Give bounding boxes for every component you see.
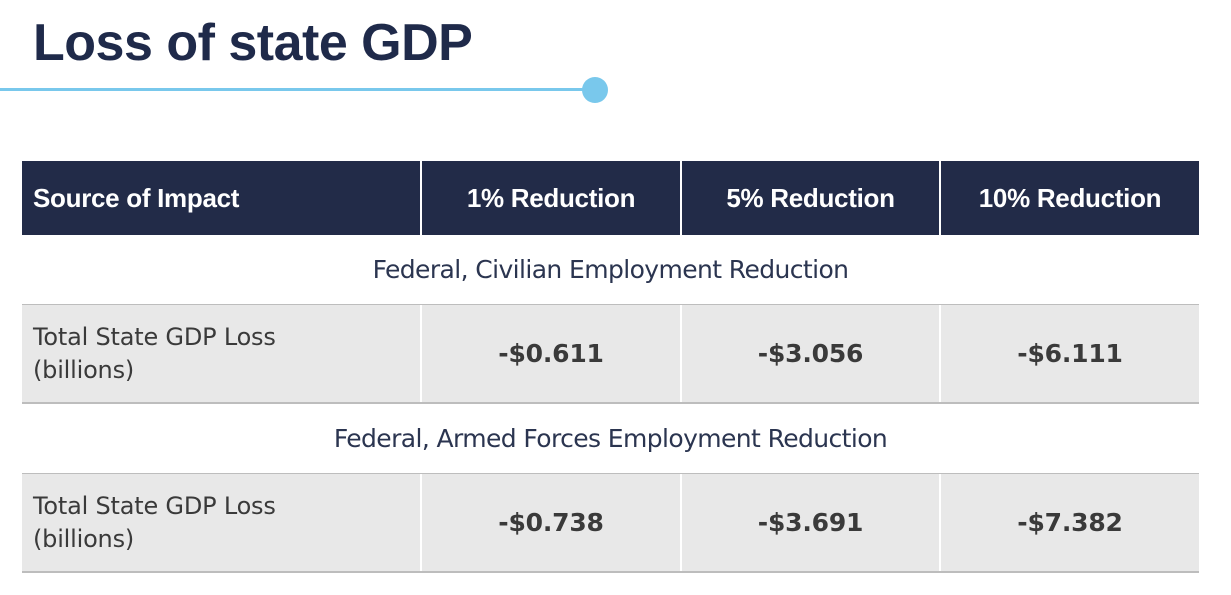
header-source-of-impact: Source of Impact: [33, 182, 240, 213]
accent-divider-line: [0, 88, 596, 91]
page-title: Loss of state GDP: [33, 14, 473, 72]
row-label: Total State GDP Loss (billions): [33, 322, 276, 384]
value-1pct: -$0.738: [420, 474, 680, 571]
row-label: Total State GDP Loss (billions): [33, 491, 276, 553]
section-heading-armed-forces: Federal, Armed Forces Employment Reducti…: [22, 404, 1199, 474]
accent-divider-dot: [582, 77, 608, 103]
table-row: Total State GDP Loss (billions) -$0.738 …: [22, 474, 1199, 573]
table-header-row: Source of Impact 1% Reduction 5% Reducti…: [22, 161, 1199, 235]
value-10pct: -$6.111: [939, 305, 1199, 402]
table-row: Total State GDP Loss (billions) -$0.611 …: [22, 305, 1199, 404]
value-5pct: -$3.056: [680, 305, 939, 402]
section-heading-civilian: Federal, Civilian Employment Reduction: [22, 235, 1199, 305]
value-5pct: -$3.691: [680, 474, 939, 571]
header-10pct-reduction: 10% Reduction: [939, 161, 1199, 235]
header-5pct-reduction: 5% Reduction: [680, 161, 939, 235]
gdp-loss-table: Source of Impact 1% Reduction 5% Reducti…: [22, 161, 1199, 573]
value-1pct: -$0.611: [420, 305, 680, 402]
header-1pct-reduction: 1% Reduction: [420, 161, 680, 235]
value-10pct: -$7.382: [939, 474, 1199, 571]
